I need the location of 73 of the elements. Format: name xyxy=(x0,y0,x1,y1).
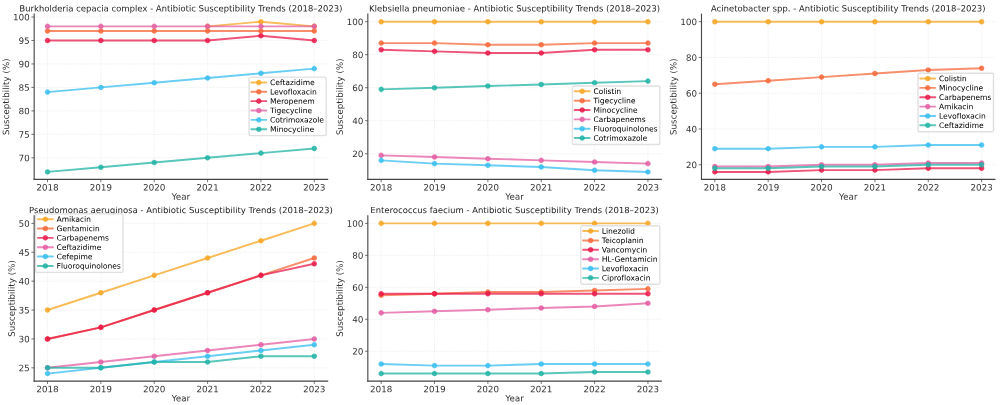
x-axis-title: Year xyxy=(505,193,524,200)
y-tick-label: 75 xyxy=(19,131,29,138)
y-axis-title: Susceptibility (%) xyxy=(2,59,11,135)
x-tick-label: 2021 xyxy=(530,385,552,393)
x-tick-label: 2021 xyxy=(197,385,218,393)
x-axis-title: Year xyxy=(171,394,191,402)
x-tick-label: 2019 xyxy=(90,184,112,191)
x-tick-label: 2023 xyxy=(637,385,659,393)
x-tick-label: 2020 xyxy=(811,184,833,191)
y-tick-label: 40 xyxy=(352,316,363,323)
x-tick-label: 2022 xyxy=(250,184,272,191)
x-tick-label: 2020 xyxy=(143,184,165,191)
y-tick-label: 20 xyxy=(352,150,363,158)
x-tick-label: 2023 xyxy=(303,184,325,191)
x-tick-label: 2023 xyxy=(303,385,325,393)
y-tick-label: 95 xyxy=(19,37,29,44)
x-tick-label: 2021 xyxy=(530,184,552,191)
x-tick-label: 2019 xyxy=(757,184,779,191)
y-axis-title: Susceptibility (%) xyxy=(8,260,17,337)
x-tick-label: 2018 xyxy=(37,385,59,393)
x-tick-label: 2018 xyxy=(704,184,726,191)
x-tick-label: 2021 xyxy=(864,184,886,191)
y-tick-label: 40 xyxy=(686,125,697,133)
chart-title: Enterococcus faecium - Antibiotic Susceptibility Trends (2018–2023) xyxy=(371,206,659,215)
y-tick-label: 35 xyxy=(19,306,29,314)
y-tick-label: 60 xyxy=(686,90,697,97)
y-axis-title: Susceptibility (%) xyxy=(336,59,345,135)
x-tick-label: 2022 xyxy=(250,385,272,393)
x-tick-label: 2019 xyxy=(424,184,446,191)
x-tick-label: 2018 xyxy=(370,385,392,393)
x-axis-title: Year xyxy=(505,394,524,402)
x-tick-label: 2023 xyxy=(637,184,659,191)
x-tick-label: 2020 xyxy=(143,385,165,393)
x-tick-label: 2018 xyxy=(370,184,392,191)
chart-title: Burkholderia cepacia complex - Antibiotic Susceptibility Trends (2018–2023) xyxy=(20,4,342,14)
chart-title: Acinetobacter spp. - Antibiotic Susceptibility Trends (2018–2023) xyxy=(711,4,985,14)
y-tick-label: 85 xyxy=(19,84,29,91)
x-tick-label: 2019 xyxy=(424,385,446,393)
y-tick-label: 80 xyxy=(19,107,30,115)
y-tick-label: 20 xyxy=(686,161,697,169)
y-tick-label: 90 xyxy=(19,60,30,68)
y-axis-title: Susceptibility (%) xyxy=(336,260,345,337)
y-tick-label: 40 xyxy=(19,277,30,285)
y-tick-label: 100 xyxy=(681,18,697,26)
x-axis-title: Year xyxy=(171,193,191,200)
y-axis-title: Susceptibility (%) xyxy=(669,59,679,135)
y-tick-label: 50 xyxy=(19,220,30,227)
y-tick-label: 40 xyxy=(352,117,363,125)
y-tick-label: 25 xyxy=(19,364,29,372)
y-tick-label: 100 xyxy=(347,18,363,26)
x-tick-label: 2020 xyxy=(477,184,499,191)
x-axis-title: Year xyxy=(838,193,858,200)
x-tick-label: 2022 xyxy=(584,184,605,191)
chart-title: Pseudomonas aeruginosa - Antibiotic Susceptibility Trends (2018–2023) xyxy=(29,206,333,215)
y-tick-label: 30 xyxy=(19,335,30,343)
x-tick-label: 2018 xyxy=(37,184,59,191)
y-tick-label: 60 xyxy=(352,84,363,92)
y-tick-label: 80 xyxy=(686,54,697,61)
x-tick-label: 2023 xyxy=(971,184,993,191)
y-tick-label: 70 xyxy=(19,154,30,162)
x-tick-label: 2022 xyxy=(584,385,605,393)
y-tick-label: 100 xyxy=(13,13,30,21)
x-tick-label: 2020 xyxy=(477,385,499,393)
y-tick-label: 80 xyxy=(352,252,363,259)
chart-title: Klebsiella pneumoniae - Antibiotic Susceptibility Trends (2018–2023) xyxy=(369,4,660,14)
y-tick-label: 60 xyxy=(352,284,363,291)
y-tick-label: 100 xyxy=(347,220,363,227)
y-tick-label: 80 xyxy=(352,51,363,59)
y-tick-label: 45 xyxy=(19,249,29,256)
y-tick-label: 20 xyxy=(352,348,363,355)
x-tick-label: 2022 xyxy=(917,184,939,191)
x-tick-label: 2021 xyxy=(197,184,218,191)
x-tick-label: 2019 xyxy=(90,385,112,393)
